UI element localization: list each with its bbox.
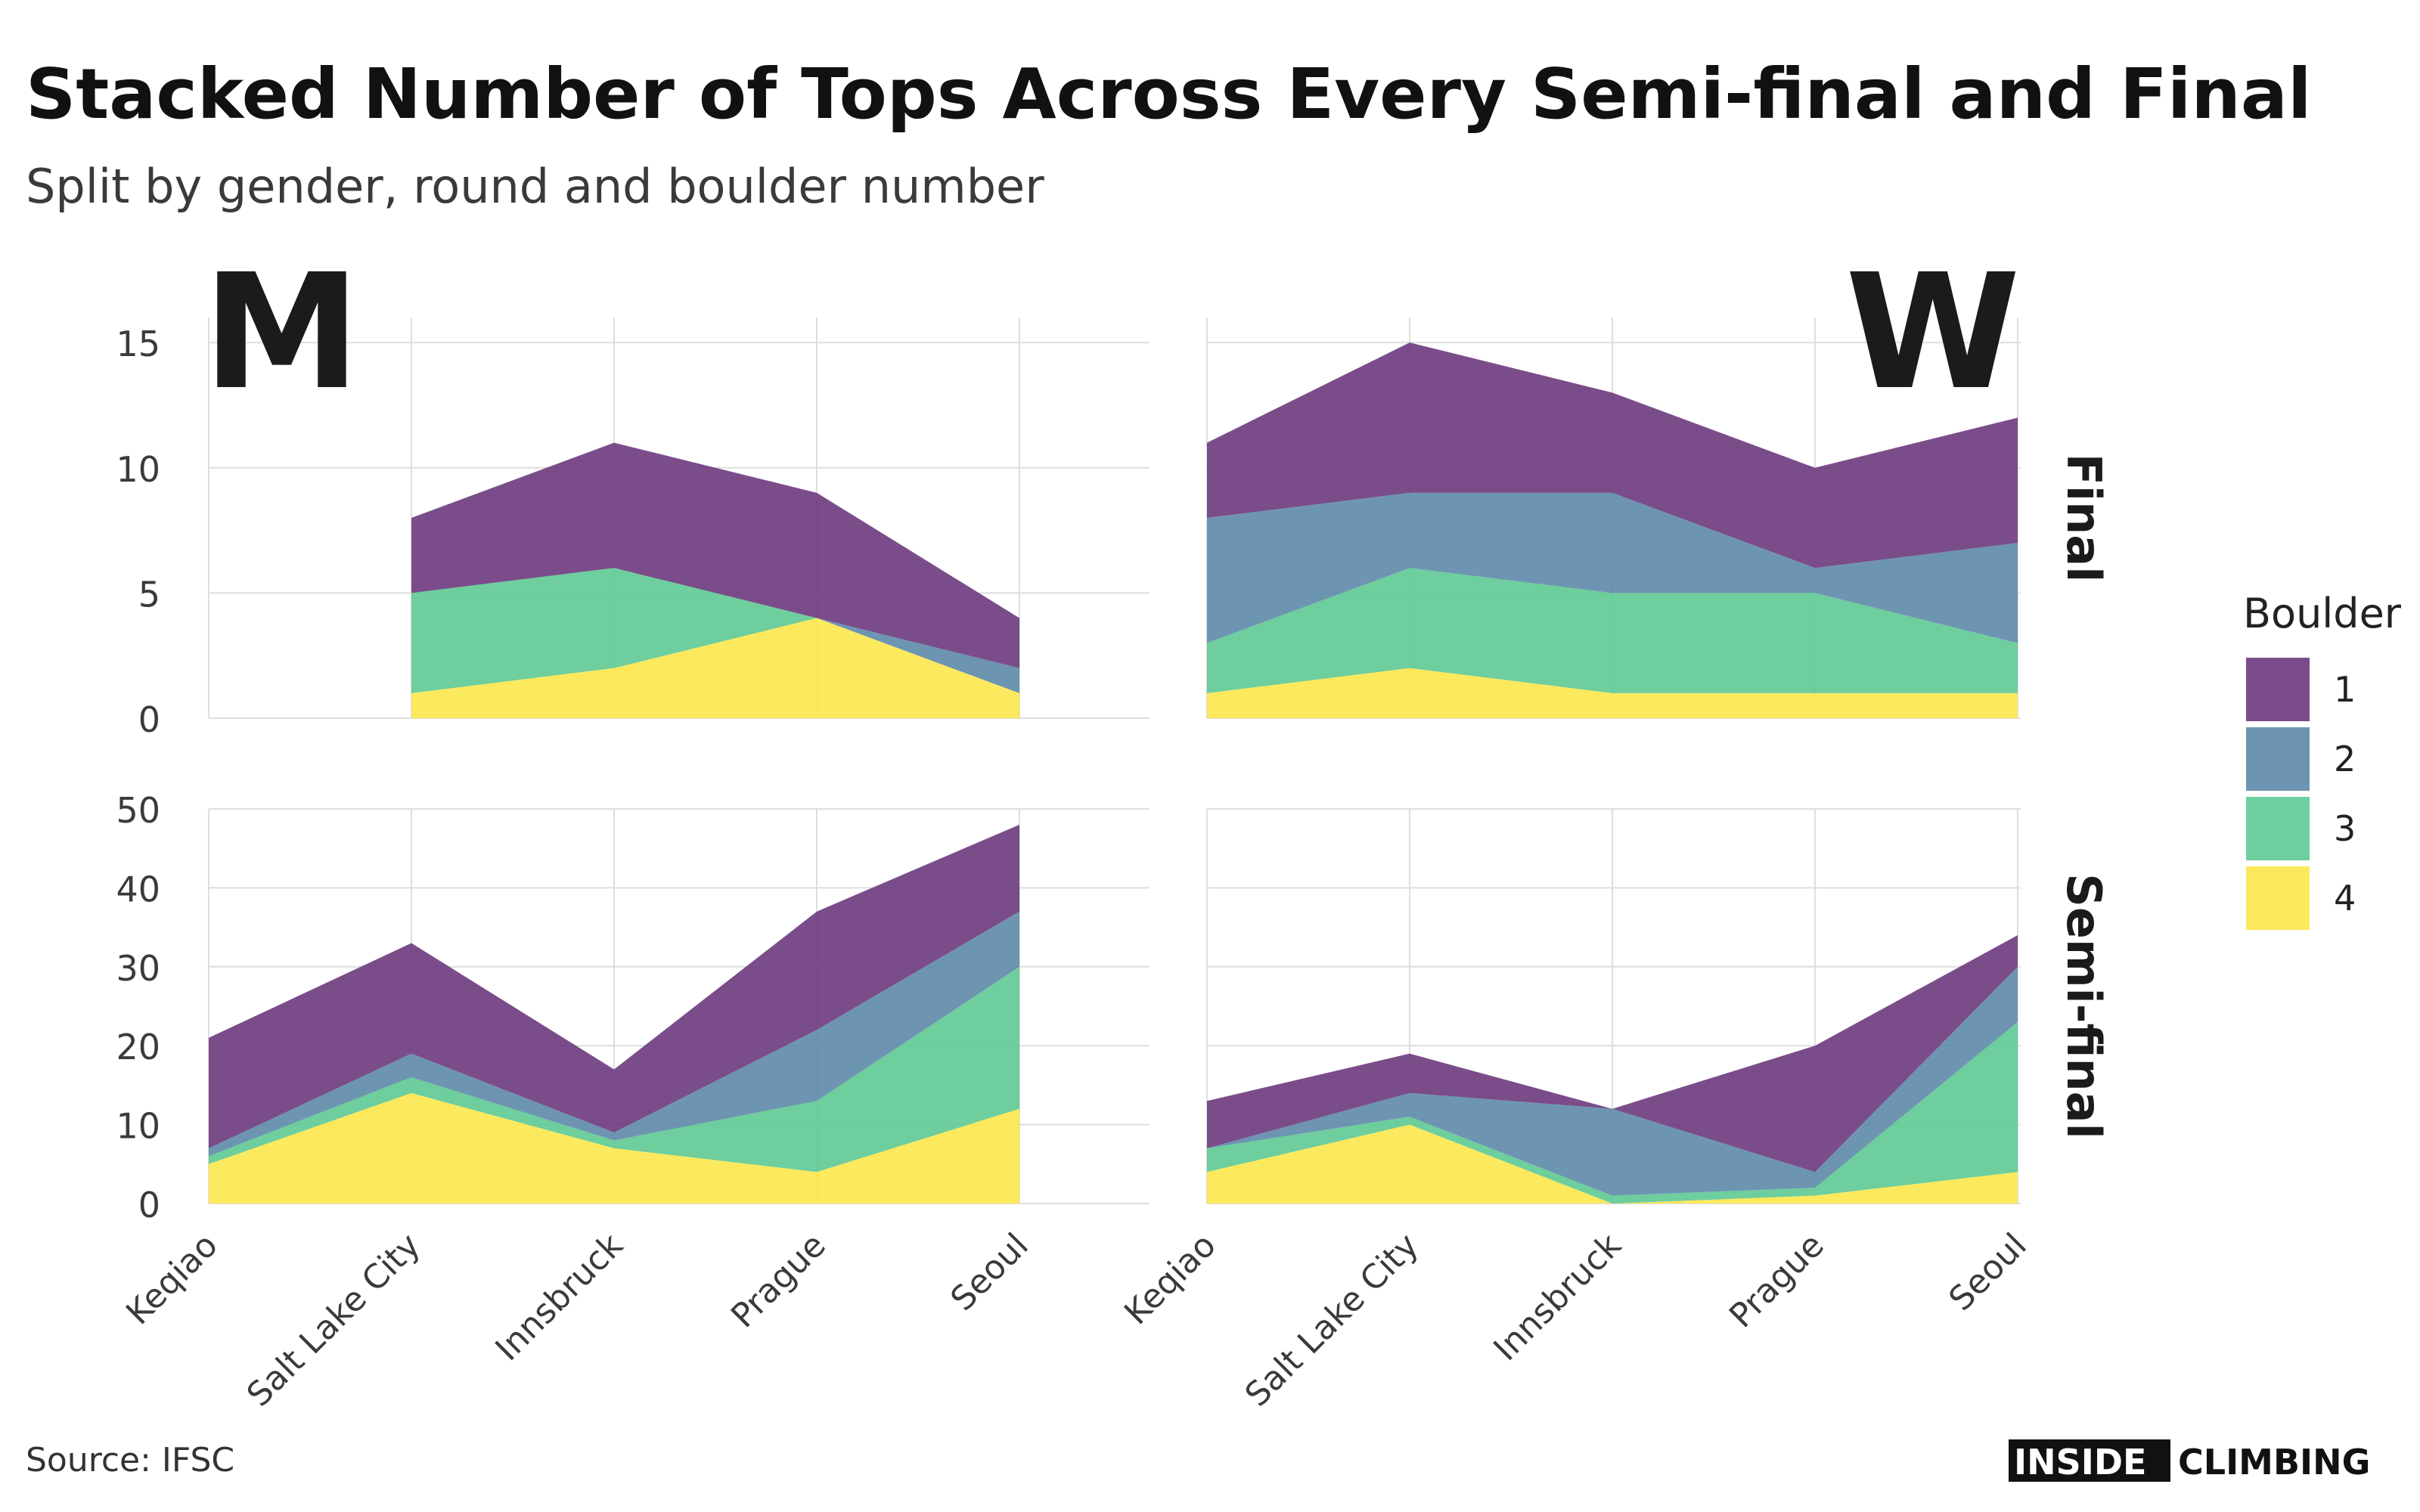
- y-tick-label: 0: [138, 1185, 160, 1225]
- area-boulder-3: [411, 568, 1019, 693]
- y-tick-label: 5: [138, 574, 160, 615]
- x-tick-label: Innsbruck: [488, 1225, 631, 1368]
- legend-swatch-1: [2246, 658, 2310, 721]
- y-tick-label: 10: [116, 449, 160, 490]
- x-tick-label: Prague: [1722, 1226, 1832, 1336]
- y-tick-label: 40: [116, 869, 160, 909]
- area-boulder-4: [1207, 1124, 2018, 1204]
- facet-strip-final: Final: [2056, 454, 2111, 583]
- x-tick-label: Seoul: [943, 1226, 1035, 1318]
- area-boulder-4: [411, 618, 1019, 718]
- x-tick-label: Keqiao: [119, 1226, 225, 1333]
- area-boulder-1: [1207, 935, 2018, 1173]
- x-tick-label: Keqiao: [1117, 1226, 1224, 1333]
- inside-climbing-logo: INSIDE CLIMBING: [2009, 1439, 2370, 1483]
- legend-label-2: 2: [2334, 739, 2356, 779]
- facet-label-w: W: [1845, 240, 2021, 425]
- area-boulder-2: [1207, 966, 2018, 1196]
- legend-swatch-4: [2246, 866, 2310, 930]
- area-boulder-2: [209, 911, 1019, 1157]
- logo-part-inside: INSIDE: [2014, 1442, 2146, 1483]
- logo-part-climbing: CLIMBING: [2178, 1442, 2370, 1483]
- logo-box: [2009, 1439, 2170, 1482]
- x-tick-label: Salt Lake City: [240, 1226, 428, 1414]
- panel-w-final: [1206, 318, 2021, 719]
- panel-m-final: 0 5 10 15: [116, 318, 1150, 740]
- legend-label-3: 3: [2334, 808, 2356, 849]
- area-boulder-1: [411, 442, 1019, 668]
- legend-label-4: 4: [2334, 878, 2356, 919]
- area-boulder-3: [209, 966, 1019, 1173]
- panel-m-semi-final: 0 10 20 30 40 50: [116, 790, 1150, 1225]
- x-tick-label: Seoul: [1941, 1226, 2034, 1318]
- area-boulder-2: [1207, 492, 2018, 643]
- y-tick-label: 15: [116, 324, 160, 364]
- y-tick-label: 50: [116, 790, 160, 831]
- area-boulder-4: [209, 1092, 1019, 1204]
- chart-subtitle: Split by gender, round and boulder numbe…: [26, 159, 1044, 214]
- chart-title: Stacked Number of Tops Across Every Semi…: [26, 54, 2311, 135]
- facet-label-m: M: [203, 240, 361, 425]
- legend: Boulder 1 2 3 4: [2243, 590, 2402, 930]
- x-tick-label: Prague: [724, 1226, 833, 1336]
- facet-strip-semi-final: Semi-final: [2056, 873, 2111, 1139]
- y-tick-label: 30: [116, 948, 160, 989]
- caption-source: Source: IFSC: [26, 1441, 234, 1479]
- area-boulder-3: [1207, 568, 2018, 693]
- legend-swatch-3: [2246, 797, 2310, 860]
- x-tick-label: Salt Lake City: [1238, 1226, 1426, 1414]
- legend-swatch-2: [2246, 727, 2310, 791]
- panel-w-semi-final: [1206, 808, 2021, 1204]
- area-boulder-1: [1207, 342, 2018, 569]
- y-tick-label: 0: [138, 699, 160, 740]
- y-tick-label: 20: [116, 1027, 160, 1067]
- area-boulder-1: [209, 824, 1019, 1148]
- y-tick-label: 10: [116, 1106, 160, 1147]
- x-tick-label: Innsbruck: [1487, 1225, 1630, 1368]
- legend-title: Boulder: [2243, 590, 2402, 637]
- legend-label-1: 1: [2334, 669, 2356, 710]
